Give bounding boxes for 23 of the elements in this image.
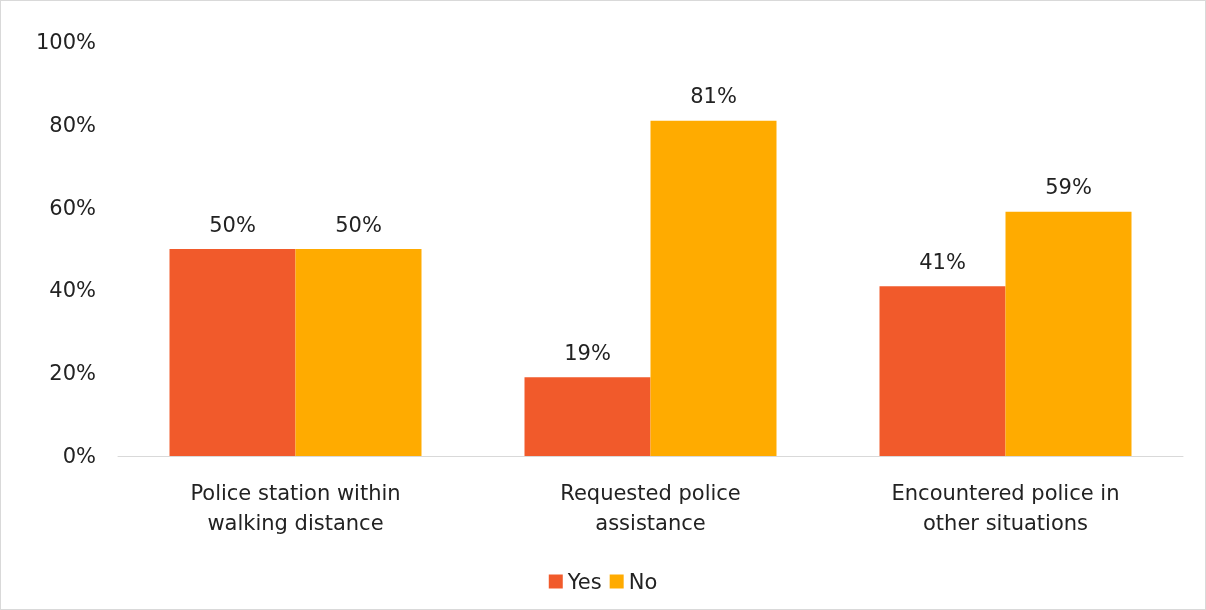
data-label: 81% — [690, 84, 737, 109]
data-label: 50% — [335, 212, 382, 237]
bar — [650, 120, 777, 456]
y-tick-label: 40% — [49, 278, 96, 303]
data-label: 19% — [564, 340, 611, 365]
x-tick-label: Police station within walking distance — [190, 481, 401, 535]
data-label: 50% — [209, 212, 256, 237]
y-tick-label: 80% — [49, 112, 96, 137]
bar — [295, 249, 422, 456]
x-tick-label: Encountered police in other situations — [891, 481, 1120, 535]
y-tick-label: 0% — [62, 444, 96, 468]
legend-label: Yes — [566, 569, 602, 594]
y-tick-label: 20% — [49, 361, 96, 386]
data-label: 41% — [919, 249, 966, 274]
bar — [879, 286, 1006, 456]
data-label: 59% — [1045, 175, 1092, 200]
y-tick-label: 100% — [35, 30, 96, 54]
y-tick-label: 60% — [49, 195, 96, 220]
bar — [1005, 211, 1132, 456]
legend-label: No — [628, 569, 658, 594]
bar — [524, 377, 651, 456]
x-tick-label: Requested police assistance — [560, 481, 741, 535]
bar — [169, 249, 296, 456]
